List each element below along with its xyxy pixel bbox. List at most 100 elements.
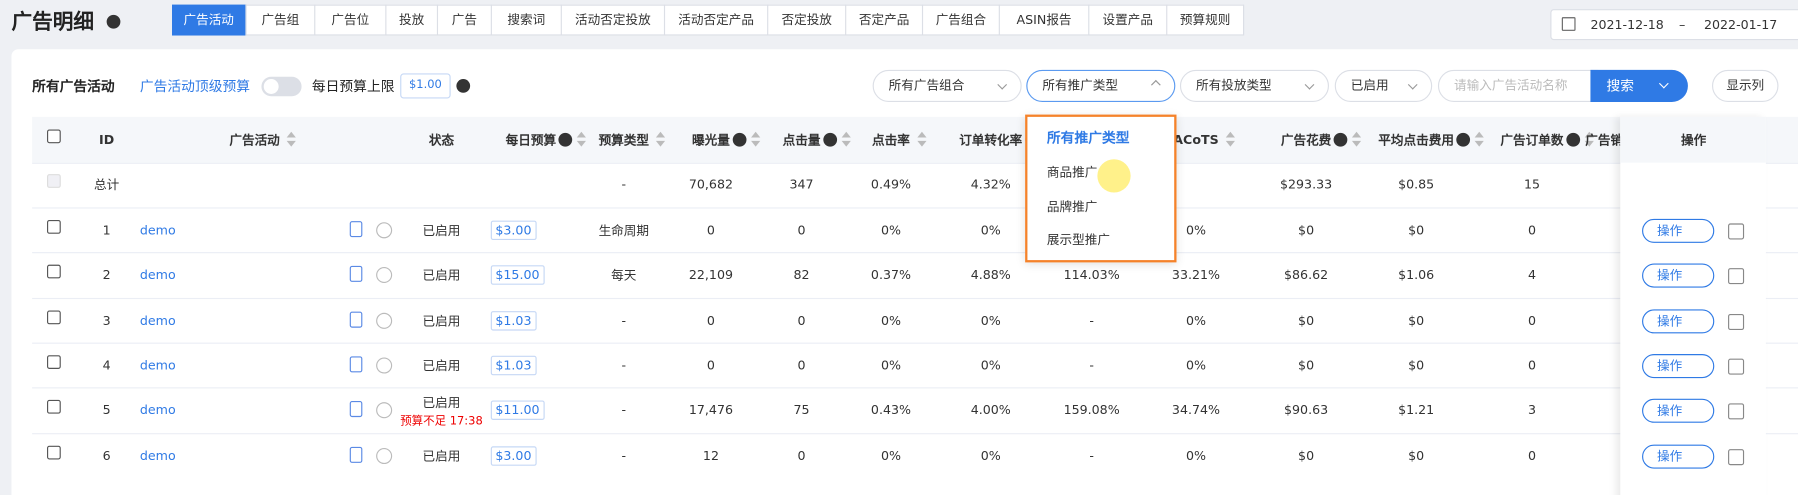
column-header: 广告活动 (229, 132, 280, 148)
tab[interactable]: 否定产品 (846, 4, 924, 36)
clock-icon[interactable] (1728, 223, 1745, 240)
ai-icon[interactable] (376, 448, 393, 465)
cell: - (621, 448, 627, 464)
cell: 已启用 (422, 268, 461, 284)
budget-tag[interactable]: $1.03 (490, 311, 537, 331)
clock-icon[interactable] (1728, 358, 1745, 375)
budget-value[interactable]: $1.00 (400, 73, 451, 99)
action-button[interactable]: 操作 (1642, 444, 1715, 469)
cell: $0 (1298, 313, 1315, 329)
doc-icon[interactable] (349, 356, 363, 373)
dropdown-item[interactable]: 展示型推广 (1046, 232, 1110, 248)
columns-button[interactable]: 显示列 (1711, 69, 1779, 102)
doc-icon[interactable] (349, 446, 363, 463)
cell: 0% (880, 222, 901, 238)
tab[interactable]: 活动否定投放 (562, 4, 666, 36)
campaign-link[interactable]: demo (139, 402, 176, 418)
checkbox[interactable] (47, 129, 61, 144)
budget-tag[interactable]: $15.00 (490, 265, 545, 285)
cell: 已启用 (422, 358, 461, 374)
checkbox[interactable] (47, 219, 61, 234)
tab[interactable]: 预算规则 (1167, 4, 1245, 36)
action-button[interactable]: 操作 (1642, 398, 1715, 423)
cell: 已启用 (422, 395, 461, 411)
doc-icon[interactable] (349, 401, 363, 418)
tab[interactable]: 活动否定产品 (665, 4, 769, 36)
tab[interactable]: 广告 (438, 4, 492, 36)
date-range[interactable] (1550, 9, 1798, 41)
clock-icon[interactable] (1728, 313, 1745, 330)
tab[interactable]: 设置产品 (1089, 4, 1168, 36)
clock-icon[interactable] (1728, 403, 1745, 420)
action-button[interactable]: 操作 (1642, 218, 1715, 243)
campaign-link[interactable]: demo (139, 448, 176, 464)
ai-icon[interactable] (376, 222, 393, 239)
action-button[interactable]: 操作 (1642, 354, 1715, 379)
checkbox[interactable] (47, 445, 61, 460)
column-header: 点击量 (782, 132, 821, 148)
row-border (32, 342, 1798, 344)
cell: 已启用 (422, 223, 461, 239)
budget-tag[interactable]: $3.00 (490, 446, 537, 466)
cell: $0 (1408, 222, 1425, 238)
cell: 75 (793, 402, 810, 418)
dropdown-item[interactable]: 商品推广 (1046, 164, 1098, 180)
tab[interactable]: 广告位 (315, 4, 387, 36)
cell: 0 (797, 222, 806, 238)
tab[interactable]: 否定投放 (768, 4, 847, 36)
action-button[interactable]: 操作 (1642, 309, 1715, 334)
filter-select[interactable]: 已启用 (1334, 69, 1433, 102)
campaign-link[interactable]: demo (139, 358, 176, 373)
cell: 0% (1185, 358, 1206, 373)
search-button[interactable]: 搜索 (1590, 69, 1688, 102)
filter-select[interactable]: 所有推广类型 (1026, 69, 1176, 102)
checkbox[interactable] (47, 355, 61, 369)
tab[interactable]: 投放 (386, 4, 439, 36)
cell: - (621, 177, 627, 192)
filter-select[interactable]: 所有投放类型 (1179, 69, 1330, 102)
campaign-link[interactable]: demo (139, 222, 176, 238)
cell: 4.88% (970, 267, 1011, 283)
sort-icon (750, 131, 760, 138)
budget-tag[interactable]: $11.00 (490, 400, 545, 420)
dropdown-item[interactable]: 所有推广类型 (1046, 130, 1130, 147)
ai-icon[interactable] (376, 312, 393, 329)
checkbox[interactable] (47, 399, 61, 414)
tab[interactable]: 广告活动 (172, 4, 247, 36)
tab[interactable]: 广告组 (247, 4, 316, 36)
action-button[interactable]: 操作 (1642, 263, 1715, 288)
campaign-link[interactable]: demo (139, 313, 176, 329)
doc-icon[interactable] (349, 221, 363, 238)
tab[interactable]: ASIN报告 (1000, 4, 1090, 36)
cell: 4 (1527, 267, 1536, 283)
clock-icon[interactable] (1728, 449, 1745, 466)
cell: 0% (880, 313, 901, 329)
help-icon (1333, 132, 1348, 147)
doc-icon[interactable] (349, 265, 363, 282)
tab[interactable]: 搜索词 (492, 4, 562, 36)
cell: 0% (980, 358, 1001, 373)
cell: 4 (102, 358, 111, 373)
ai-icon[interactable] (376, 357, 393, 374)
cell: 12 (702, 448, 719, 464)
campaign-link[interactable]: demo (139, 267, 176, 283)
checkbox[interactable] (47, 310, 61, 325)
budget-tag[interactable]: $3.00 (490, 220, 537, 241)
filter-select[interactable]: 所有广告组合 (872, 69, 1022, 102)
budget-link[interactable]: 广告活动顶级预算 (139, 78, 250, 95)
checkbox[interactable] (47, 264, 61, 279)
budget-warning: 预算不足 17:38 (400, 415, 483, 428)
ai-icon[interactable] (376, 266, 393, 284)
checkbox[interactable] (47, 174, 61, 188)
search-input[interactable]: 请输入广告活动名称 (1437, 69, 1599, 102)
ai-icon[interactable] (376, 402, 393, 419)
row-border (32, 297, 1798, 300)
date-end: 2022-01-17 (1703, 17, 1778, 33)
dropdown-item[interactable]: 品牌推广 (1046, 199, 1098, 215)
budget-tag[interactable]: $1.03 (490, 355, 537, 376)
cell: 347 (789, 177, 814, 192)
doc-icon[interactable] (349, 311, 363, 328)
clock-icon[interactable] (1728, 268, 1745, 285)
tab[interactable]: 广告组合 (923, 4, 1000, 36)
